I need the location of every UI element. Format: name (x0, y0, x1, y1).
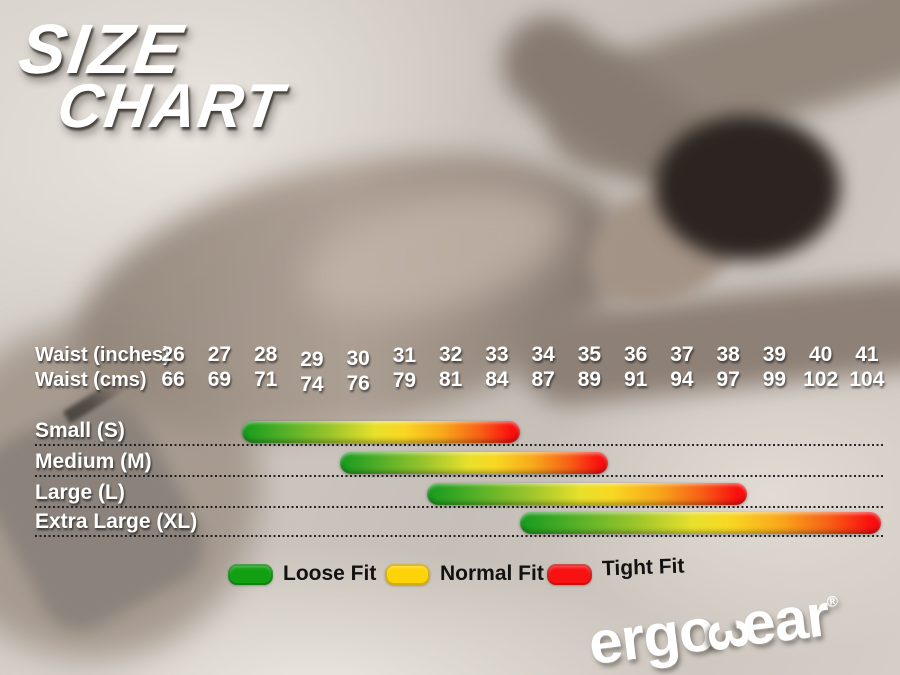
size-bar-medium (339, 452, 608, 474)
legend-item-loose-fit: Loose Fit (228, 562, 376, 586)
size-bar-extra-large (520, 512, 881, 534)
waist-cms-tick-row: 66 69 71 74 76 79 81 84 87 89 91 94 97 99 102 104 (150, 367, 890, 396)
legend-item-tight-fit: Tight Fit (547, 555, 685, 586)
waist-tick: 104 (849, 368, 885, 391)
loose-fit-label: Loose Fit (283, 562, 377, 585)
size-label-small: Small (S) (35, 419, 125, 442)
waist-tick: 74 (300, 373, 324, 396)
size-label-medium: Medium (M) (35, 450, 152, 473)
row-separator-dotted-line (35, 444, 884, 446)
waist-tick: 66 (161, 368, 185, 391)
waist-tick: 31 (392, 344, 417, 367)
photo-hair-shape (655, 115, 840, 260)
waist-tick: 89 (577, 368, 602, 391)
waist-tick: 27 (207, 343, 232, 366)
waist-tick: 79 (392, 369, 417, 392)
size-bar-large (427, 483, 747, 505)
waist-tick: 36 (623, 343, 648, 366)
waist-tick: 69 (207, 368, 232, 391)
size-label-large: Large (L) (35, 481, 125, 504)
waist-tick: 39 (762, 343, 787, 366)
waist-tick: 38 (716, 343, 740, 366)
waist-tick: 94 (670, 368, 694, 391)
legend-item-normal-fit: Normal Fit (385, 562, 544, 586)
normal-fit-swatch (385, 563, 430, 585)
waist-tick: 71 (253, 368, 278, 391)
size-row-small: Small (S) (0, 418, 900, 446)
size-row-large: Large (L) (0, 480, 900, 508)
waist-tick: 26 (161, 343, 185, 366)
waist-tick: 32 (438, 343, 463, 366)
row-separator-dotted-line (35, 475, 884, 477)
waist-tick: 34 (531, 343, 555, 366)
row-separator-dotted-line (35, 535, 884, 537)
waist-tick: 28 (253, 343, 278, 366)
waist-tick: 41 (855, 343, 879, 366)
waist-tick: 91 (623, 368, 648, 391)
waist-tick: 29 (300, 348, 324, 371)
waist-tick: 33 (485, 343, 509, 366)
row-separator-dotted-line (35, 506, 884, 508)
tight-fit-swatch (547, 563, 592, 585)
waist-tick: 102 (803, 368, 839, 391)
waist-tick: 99 (762, 368, 787, 391)
waist-tick: 84 (485, 368, 509, 391)
waist-tick: 81 (438, 368, 463, 391)
normal-fit-label: Normal Fit (440, 562, 544, 585)
loose-fit-swatch (228, 563, 273, 585)
waist-inches-label: Waist (inches) (35, 344, 170, 366)
waist-tick: 37 (670, 343, 694, 366)
registered-trademark-icon: ® (825, 592, 839, 611)
waist-tick: 30 (346, 347, 370, 370)
waist-tick: 76 (346, 372, 370, 395)
waist-tick: 35 (577, 343, 602, 366)
tight-fit-label: Tight Fit (601, 554, 685, 581)
waist-inches-tick-row: 26 27 28 29 30 31 32 33 34 35 36 37 38 39 40 41 (150, 342, 890, 371)
size-bar-small (242, 421, 520, 443)
size-row-medium: Medium (M) (0, 449, 900, 477)
size-label-extra-large: Extra Large (XL) (35, 510, 198, 533)
size-row-extra-large: Extra Large (XL) (0, 509, 900, 537)
waist-cms-label: Waist (cms) (35, 369, 147, 391)
waist-tick: 40 (808, 343, 833, 366)
page-title-chart: CHART (53, 72, 289, 141)
waist-tick: 87 (531, 368, 555, 391)
waist-tick: 97 (716, 368, 740, 391)
